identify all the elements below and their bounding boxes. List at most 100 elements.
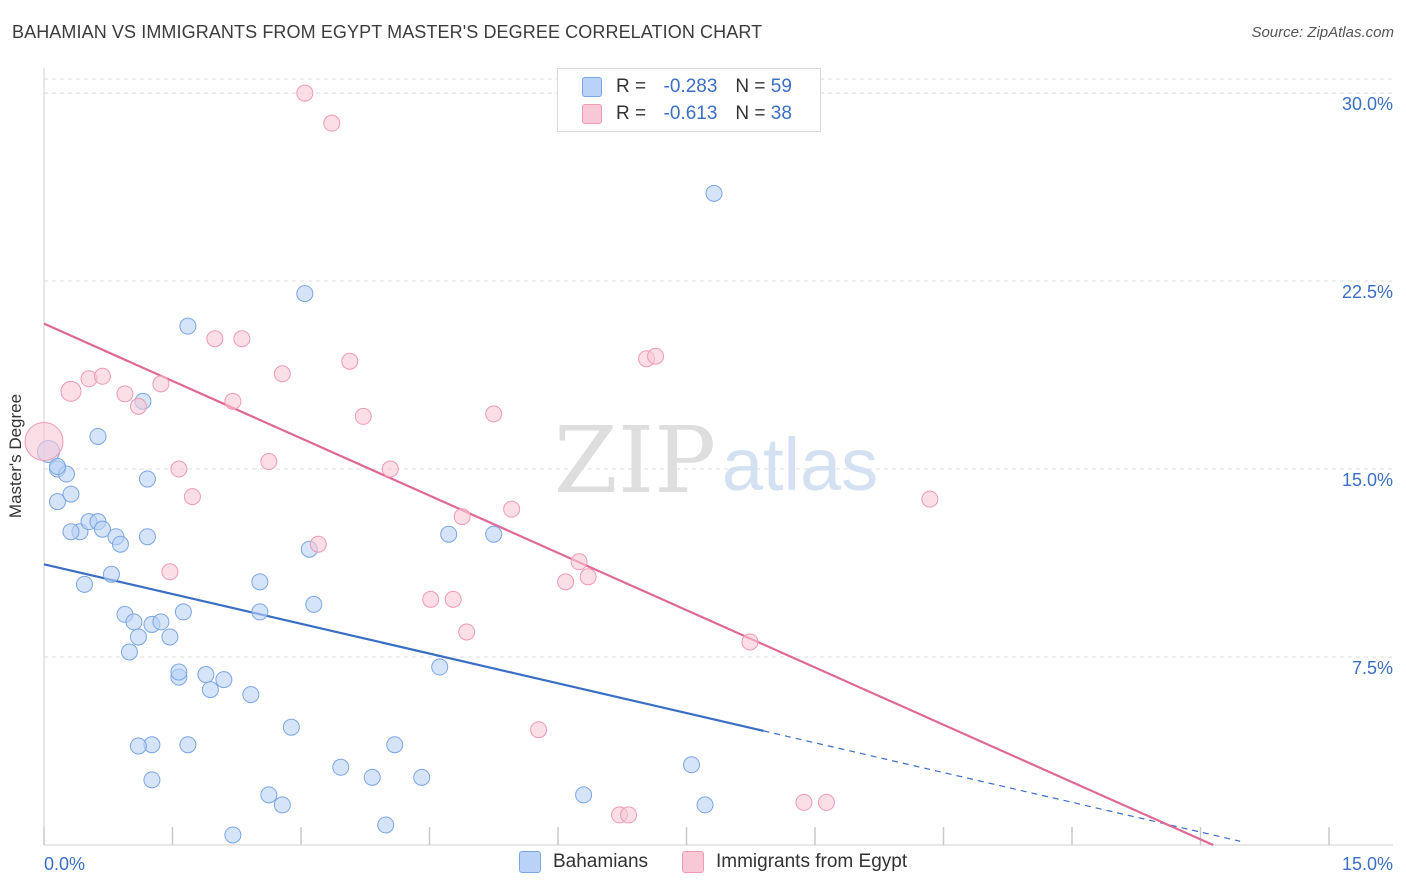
point-bahamians [125, 613, 143, 631]
point-bahamians [440, 525, 458, 543]
point-bahamians [260, 786, 278, 804]
legend-n-value-bahamians: 59 [770, 76, 792, 97]
point-egypt [183, 488, 201, 506]
point-bahamians [93, 520, 111, 538]
point-bahamians [282, 718, 300, 736]
point-bahamians [48, 458, 66, 476]
point-bahamians [332, 758, 350, 776]
point-bahamians [179, 736, 197, 754]
point-egypt [224, 392, 242, 410]
point-bahamians [242, 686, 260, 704]
y-tick-label: 15.0% [1342, 470, 1393, 490]
point-bahamians [705, 184, 723, 202]
point-bahamians [89, 427, 107, 445]
legend-swatch-bahamians [582, 77, 602, 97]
point-egypt [381, 460, 399, 478]
point-bahamians [377, 816, 395, 834]
point-bahamians [251, 603, 269, 621]
point-bahamians [111, 535, 129, 553]
point-bahamians [413, 768, 431, 786]
point-bahamians [170, 663, 188, 681]
watermark-zip: ZIP [554, 407, 716, 514]
point-egypt [24, 421, 64, 461]
point-egypt [570, 553, 588, 571]
point-bahamians [696, 796, 714, 814]
point-egypt [161, 563, 179, 581]
legend-item-bahamians[interactable]: Bahamians [519, 851, 648, 873]
point-egypt [116, 385, 134, 403]
legend-item-egypt[interactable]: Immigrants from Egypt [682, 851, 907, 873]
trend-line [43, 563, 764, 732]
legend-label-bahamians: Bahamians [553, 851, 649, 872]
series-legend: Bahamians Immigrants from Egypt [0, 851, 1406, 877]
point-egypt [152, 375, 170, 393]
legend-row-egypt: R = -0.613 N = 38 [582, 102, 792, 126]
point-egypt [129, 397, 147, 415]
point-bahamians [120, 643, 138, 661]
point-bahamians [251, 573, 269, 591]
point-bahamians [75, 575, 93, 593]
point-bahamians [138, 528, 156, 546]
point-bahamians [215, 671, 233, 689]
point-egypt [444, 590, 462, 608]
legend-swatch-bahamians [519, 851, 541, 873]
trend-line-extension [763, 730, 1241, 842]
point-bahamians [305, 595, 323, 613]
point-bahamians [129, 737, 147, 755]
point-egypt [170, 460, 188, 478]
watermark: ZIP atlas [554, 407, 878, 514]
point-bahamians [363, 768, 381, 786]
legend-r-value-egypt: -0.613 [663, 103, 718, 124]
point-bahamians [152, 613, 170, 631]
legend-row-bahamians: R = -0.283 N = 59 [582, 75, 792, 99]
point-egypt [206, 330, 224, 348]
point-bahamians [143, 771, 161, 789]
point-bahamians [102, 565, 120, 583]
correlation-legend: R = -0.283 N = 59 R = -0.613 N = 38 [557, 68, 821, 132]
point-bahamians [138, 470, 156, 488]
point-egypt [921, 490, 939, 508]
point-egypt [93, 367, 111, 385]
trend-lines [43, 322, 1241, 847]
point-egypt [620, 806, 638, 824]
point-bahamians [179, 317, 197, 335]
y-tick-label: 30.0% [1342, 94, 1393, 114]
point-egypt [260, 453, 278, 471]
point-egypt [817, 793, 835, 811]
grid [44, 78, 1393, 658]
point-egypt [233, 330, 251, 348]
point-egypt [741, 633, 759, 651]
point-bahamians [485, 525, 503, 543]
data-points [24, 84, 939, 844]
point-egypt [647, 347, 665, 365]
legend-n-value-egypt: 38 [770, 103, 792, 124]
chart-title: BAHAMIAN VS IMMIGRANTS FROM EGYPT MASTER… [12, 22, 763, 42]
point-bahamians [129, 628, 147, 646]
trend-line [43, 322, 1214, 847]
point-bahamians [683, 756, 701, 774]
point-bahamians [174, 603, 192, 621]
legend-n-label: N = [735, 76, 766, 97]
point-egypt [323, 114, 341, 132]
point-bahamians [431, 658, 449, 676]
y-axis-label: Master's Degree [6, 393, 25, 519]
point-bahamians [296, 285, 314, 303]
y-tick-label: 7.5% [1352, 658, 1393, 678]
point-egypt [453, 508, 471, 526]
point-bahamians [48, 493, 66, 511]
legend-r-label: R = [616, 76, 647, 97]
watermark-atlas: atlas [722, 423, 878, 506]
point-bahamians [201, 681, 219, 699]
point-bahamians [62, 523, 80, 541]
x-tick-label: 0.0% [44, 854, 85, 874]
tick-labels: 7.5% 15.0% 22.5% 30.0% 0.0% 15.0% [44, 94, 1393, 874]
point-bahamians [197, 666, 215, 684]
legend-r-value-bahamians: -0.283 [663, 76, 718, 97]
x-tick-label: 15.0% [1342, 854, 1393, 874]
point-bahamians [161, 628, 179, 646]
legend-n-label: N = [735, 103, 766, 124]
point-egypt [296, 84, 314, 102]
source-attribution: Source: ZipAtlas.com [1251, 24, 1394, 41]
point-egypt [422, 590, 440, 608]
